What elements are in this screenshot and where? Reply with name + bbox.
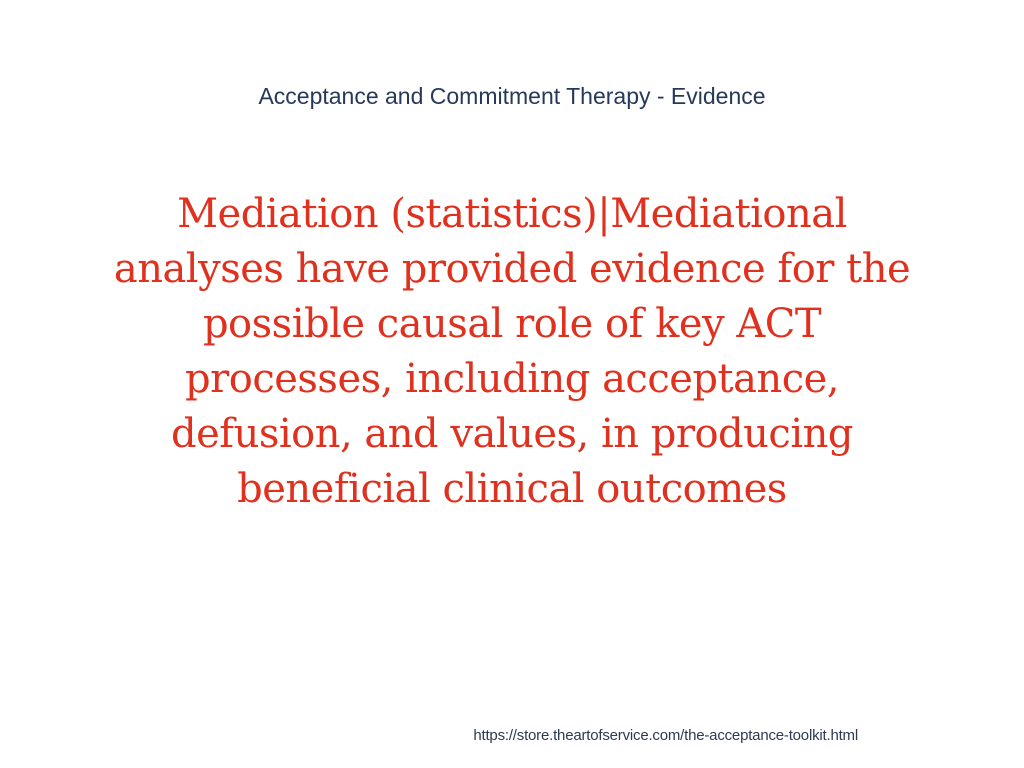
slide-body-text: Mediation (statistics)|Mediational analy… xyxy=(0,187,1024,517)
body-line: Mediation (statistics)|Mediational xyxy=(177,191,847,237)
footer-url-link[interactable]: https://store.theartofservice.com/the-ac… xyxy=(473,727,858,744)
body-line: beneficial clinical outcomes xyxy=(237,466,787,512)
body-line: defusion, and values, in producing xyxy=(170,411,854,457)
slide-title: Acceptance and Commitment Therapy - Evid… xyxy=(258,83,766,109)
body-line: possible causal role of key ACT xyxy=(202,301,822,347)
body-line: analyses have provided evidence for the xyxy=(113,246,911,292)
body-line: processes, including acceptance, xyxy=(185,356,839,402)
